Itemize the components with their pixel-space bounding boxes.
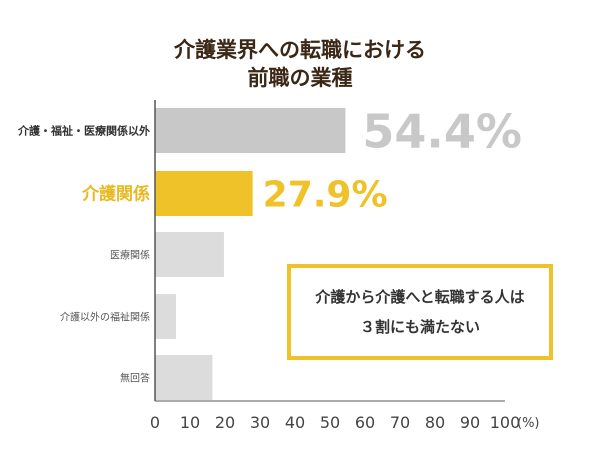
category-label: 医療関係 [110, 249, 150, 262]
category-label: 介護関係 [81, 184, 150, 205]
callout-line1: 介護から介護へと転職する人は [315, 288, 525, 306]
x-tick-label: 70 [390, 413, 410, 432]
x-tick-label: 90 [460, 413, 480, 432]
x-tick-label: 0 [150, 413, 160, 432]
x-tick-label: 80 [425, 413, 445, 432]
category-label: 無回答 [120, 372, 150, 385]
x-tick-label: 40 [285, 413, 305, 432]
bar-4 [155, 355, 213, 400]
x-tick-label: 10 [180, 413, 200, 432]
x-tick-label: 20 [215, 413, 235, 432]
bar-3 [155, 294, 176, 339]
category-label: 介護・福祉・医療関係以外 [17, 124, 150, 138]
x-tick-label: 60 [355, 413, 375, 432]
bar-2 [155, 232, 224, 277]
category-label: 介護以外の福祉関係 [60, 311, 150, 324]
value-label: 27.9% [263, 175, 388, 216]
x-tick-label: 30 [250, 413, 270, 432]
chart-title-line1: 介護業界への転職における [174, 38, 426, 62]
bar-1 [155, 171, 253, 216]
x-tick-label: 100 [490, 413, 521, 432]
callout-box: 介護から介護へと転職する人は ３割にも満たない [287, 264, 553, 360]
value-label: 54.4% [362, 105, 522, 159]
bar-0 [155, 108, 346, 153]
callout-line2: ３割にも満たない [359, 318, 480, 336]
chart-title-line2: 前職の業種 [247, 66, 353, 90]
x-tick-label: 50 [320, 413, 340, 432]
x-unit-label: (%) [517, 416, 540, 431]
